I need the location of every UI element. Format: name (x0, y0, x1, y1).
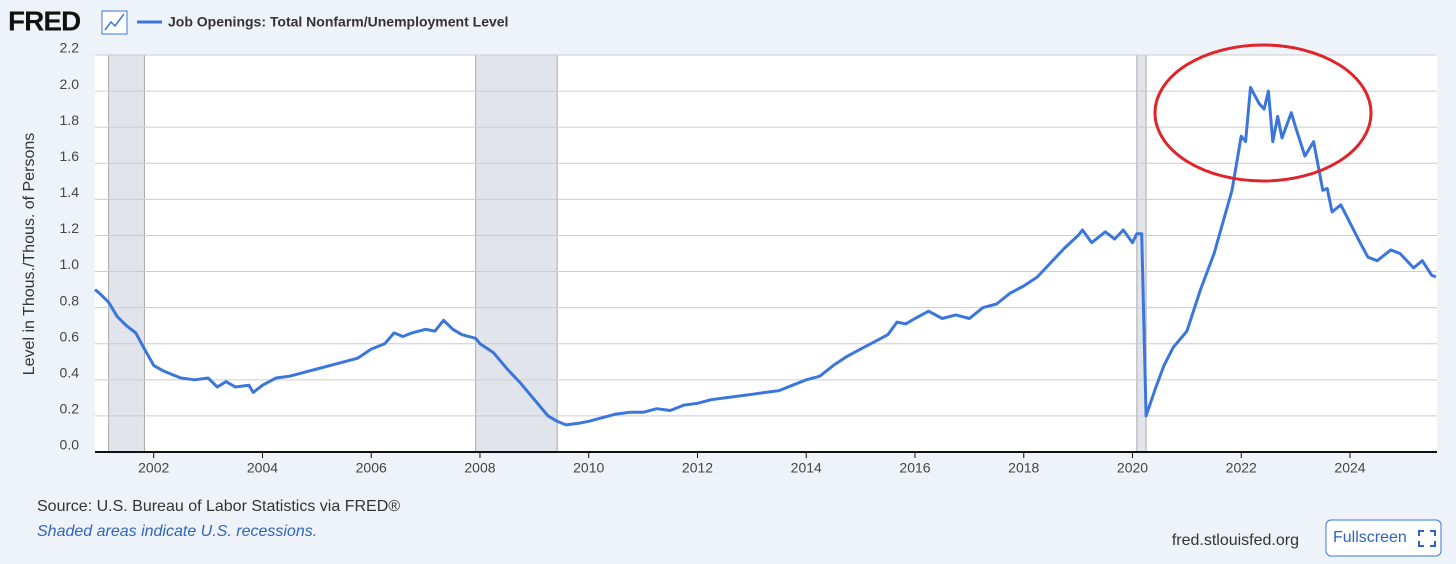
y-tick-label: 2.2 (60, 40, 80, 56)
x-tick-label: 2018 (1008, 460, 1039, 476)
y-tick-label: 1.8 (60, 112, 80, 128)
logo-icon (101, 10, 128, 35)
x-tick-label: 2022 (1226, 460, 1257, 476)
fullscreen-label[interactable]: Fullscreen (1333, 529, 1407, 546)
x-tick-label: 2002 (138, 460, 169, 476)
legend-label: Job Openings: Total Nonfarm/Unemployment… (168, 14, 508, 30)
x-tick-label: 2004 (247, 460, 278, 476)
y-tick-label: 0.4 (60, 365, 80, 381)
source: Source: U.S. Bureau of Labor Statistics … (37, 498, 400, 515)
x-tick-label: 2008 (464, 460, 495, 476)
recession-band (108, 54, 145, 453)
y-tick-label: 0.2 (60, 401, 80, 417)
site-url: fred.stlouisfed.org (1172, 532, 1299, 549)
y-tick-label: 1.0 (60, 256, 80, 272)
recession-band (475, 54, 558, 453)
x-tick-label: 2016 (899, 460, 930, 476)
fullscreen-icon[interactable] (1418, 530, 1436, 547)
fullscreen-button[interactable] (1325, 519, 1442, 557)
logo: FRED (8, 5, 81, 36)
x-tick-label: 2012 (682, 460, 713, 476)
y-tick-label: 1.4 (60, 184, 80, 200)
y-tick-label: 0.8 (60, 292, 80, 308)
recession-note: Shaded areas indicate U.S. recessions. (37, 523, 317, 540)
y-tick-label: 0.6 (60, 328, 80, 344)
x-tick-label: 2014 (791, 460, 822, 476)
y-tick-label: 1.2 (60, 220, 80, 236)
y-tick-label: 0.0 (60, 437, 80, 453)
y-tick-label: 1.6 (60, 148, 80, 164)
x-tick-label: 2010 (573, 460, 604, 476)
x-tick-label: 2006 (356, 460, 387, 476)
y-axis-label: Level in Thous./Thous. of Persons (21, 133, 38, 376)
highlight-circle (1153, 43, 1373, 183)
data-line (94, 86, 1437, 427)
x-tick-label: 2024 (1334, 460, 1365, 476)
y-tick-label: 2.0 (60, 76, 80, 92)
x-tick-label: 2020 (1117, 460, 1148, 476)
